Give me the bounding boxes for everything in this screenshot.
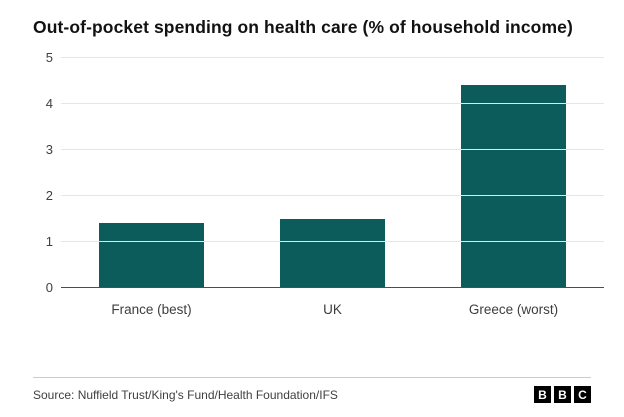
bbc-logo-block: C (574, 386, 591, 403)
plot-area: 0 1 2 3 4 5 (46, 50, 604, 295)
bar-column (423, 58, 604, 288)
bars-container (61, 58, 604, 288)
chart-title: Out-of-pocket spending on health care (%… (33, 17, 573, 37)
x-category-label: UK (323, 301, 342, 317)
y-tick-label: 1 (45, 233, 53, 249)
gridline (61, 148, 604, 150)
x-category-label: France (best) (111, 301, 192, 317)
gridline (61, 240, 604, 242)
bbc-logo: B B C (534, 386, 591, 403)
y-tick-label: 4 (45, 95, 53, 111)
bar-column (242, 58, 423, 288)
bar (461, 85, 566, 288)
x-axis-line (61, 286, 604, 288)
footer: Source: Nuffield Trust/King's Fund/Healt… (33, 377, 591, 403)
bbc-logo-block: B (554, 386, 571, 403)
gridline (61, 102, 604, 104)
bar (99, 223, 204, 288)
gridline (61, 194, 604, 196)
y-tick-label: 5 (45, 49, 53, 65)
bbc-logo-block: B (534, 386, 551, 403)
x-axis-labels: France (best) UK Greece (worst) (61, 294, 604, 318)
y-tick-label: 2 (45, 187, 53, 203)
source-text: Source: Nuffield Trust/King's Fund/Healt… (33, 387, 338, 402)
y-tick-label: 0 (45, 279, 53, 295)
y-tick-label: 3 (45, 141, 53, 157)
bar-column (61, 58, 242, 288)
x-category-label: Greece (worst) (468, 301, 559, 317)
gridline (61, 56, 604, 58)
bar-chart: 0 1 2 3 4 5 France (best) UK Greece (worst) (33, 50, 608, 318)
bar (280, 218, 385, 288)
footer-divider (33, 377, 591, 378)
